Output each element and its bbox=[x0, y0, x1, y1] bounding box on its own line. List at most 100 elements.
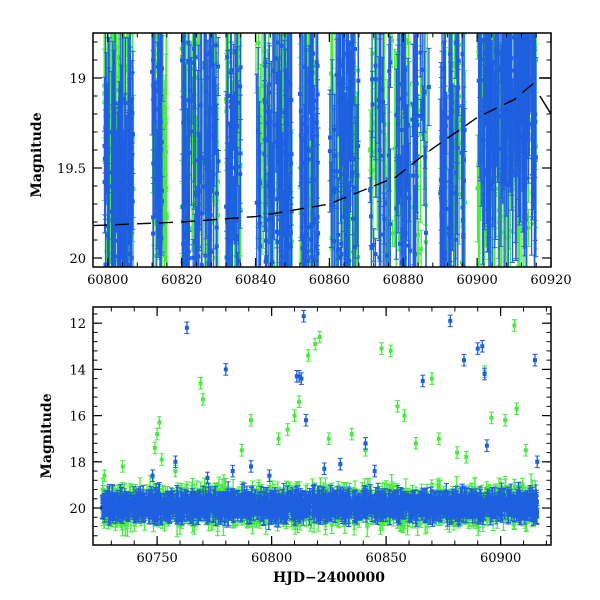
blue-outlier-point bbox=[266, 469, 272, 482]
blue-data-point bbox=[130, 50, 136, 218]
plot-area bbox=[93, 33, 551, 267]
blue-data-point bbox=[421, 33, 427, 206]
blue-data-point bbox=[230, 176, 236, 236]
blue-data-point bbox=[185, 192, 191, 267]
green-outlier-point bbox=[388, 344, 394, 358]
blue-outlier-point bbox=[534, 455, 540, 469]
blue-data-point bbox=[225, 49, 231, 200]
green-outlier-point bbox=[463, 450, 469, 464]
blue-data-point bbox=[285, 33, 291, 204]
blue-data-point bbox=[309, 139, 315, 179]
bottom-y-axis-label: Magnitude bbox=[39, 393, 55, 478]
x-tick-label: 60860 bbox=[309, 273, 350, 288]
blue-data-point bbox=[233, 46, 239, 267]
y-tick-label: 20 bbox=[69, 252, 86, 267]
y-tick-label: 12 bbox=[69, 317, 86, 332]
green-data-point bbox=[162, 93, 168, 195]
blue-data-point bbox=[349, 164, 355, 187]
blue-data-point bbox=[254, 73, 260, 267]
green-outlier-point bbox=[502, 413, 508, 427]
x-tick-label: 60920 bbox=[530, 273, 571, 288]
green-outlier-point bbox=[454, 446, 460, 459]
blue-data-point bbox=[461, 86, 467, 267]
green-outlier-point bbox=[401, 409, 407, 422]
blue-data-point bbox=[331, 125, 337, 267]
blue-outlier-point bbox=[532, 353, 538, 367]
blue-data-point bbox=[115, 144, 121, 267]
blue-data-point bbox=[476, 33, 482, 168]
blue-data-point bbox=[420, 85, 426, 141]
blue-data-point bbox=[345, 224, 351, 267]
blue-data-point bbox=[478, 33, 484, 207]
y-tick-label: 18 bbox=[69, 456, 86, 471]
green-outlier-point bbox=[154, 427, 160, 441]
blue-data-point bbox=[384, 177, 390, 267]
blue-data-point bbox=[442, 85, 448, 188]
plot-area bbox=[99, 309, 540, 538]
blue-data-point bbox=[524, 52, 530, 267]
blue-outlier-point bbox=[337, 457, 343, 471]
blue-data-point bbox=[337, 33, 343, 181]
blue-outlier-point bbox=[172, 455, 178, 469]
green-outlier-point bbox=[523, 443, 529, 457]
blue-data-point bbox=[341, 130, 347, 267]
blue-outlier-point bbox=[301, 309, 307, 323]
blue-data-point bbox=[356, 33, 361, 267]
blue-data-point bbox=[209, 33, 215, 194]
blue-data-point bbox=[529, 33, 535, 175]
blue-data-point bbox=[456, 33, 462, 117]
blue-data-point bbox=[206, 208, 212, 237]
green-outlier-point bbox=[152, 441, 158, 455]
blue-data-point bbox=[377, 33, 383, 208]
blue-data-point bbox=[367, 177, 373, 204]
green-outlier-point bbox=[285, 423, 291, 436]
blue-outlier-point bbox=[461, 353, 467, 367]
blue-data-point bbox=[492, 123, 498, 153]
blue-data-point bbox=[519, 63, 525, 127]
blue-outlier-point bbox=[321, 462, 327, 476]
blue-data-point bbox=[380, 112, 386, 267]
blue-data-point bbox=[299, 115, 305, 165]
blue-data-point bbox=[402, 33, 408, 199]
blue-data-point bbox=[315, 33, 321, 199]
blue-data-point bbox=[439, 181, 445, 267]
green-outlier-point bbox=[296, 395, 302, 409]
blue-data-point bbox=[215, 37, 221, 97]
blue-outlier-point bbox=[184, 321, 190, 335]
blue-data-point bbox=[459, 106, 465, 200]
blue-data-point bbox=[263, 110, 269, 267]
blue-data-point bbox=[109, 71, 115, 194]
blue-data-point bbox=[327, 89, 333, 213]
blue-data-point bbox=[395, 44, 401, 205]
blue-data-point bbox=[281, 108, 287, 267]
bottom-panel: 60750 60800 60850 60900 12 14 16 18 20 bbox=[69, 306, 552, 566]
blue-data-point bbox=[192, 213, 198, 267]
blue-data-point bbox=[127, 160, 133, 253]
blue-outlier-point bbox=[475, 342, 481, 355]
blue-data-point bbox=[329, 59, 335, 267]
green-outlier-point bbox=[292, 409, 298, 422]
blue-data-point bbox=[186, 174, 192, 267]
blue-data-point bbox=[532, 33, 537, 267]
y-tick-label: 14 bbox=[69, 363, 86, 378]
blue-data-point bbox=[331, 175, 337, 210]
blue-data-point bbox=[490, 61, 496, 190]
blue-data-point bbox=[449, 83, 455, 252]
green-outlier-point bbox=[248, 413, 254, 427]
blue-data-point bbox=[496, 33, 501, 267]
blue-data-point bbox=[180, 219, 186, 267]
blue-data-point bbox=[257, 143, 263, 224]
blue-data-point bbox=[481, 111, 487, 231]
blue-data-point bbox=[495, 33, 501, 178]
green-outlier-point bbox=[317, 330, 323, 344]
blue-data-point bbox=[159, 33, 165, 256]
blue-data-point bbox=[199, 33, 204, 267]
blue-data-point bbox=[382, 104, 388, 267]
y-tick-label: 16 bbox=[69, 410, 86, 425]
model-curve-edge bbox=[539, 95, 551, 115]
blue-data-point bbox=[504, 100, 510, 217]
green-outlier-point bbox=[511, 319, 517, 332]
blue-data-point bbox=[513, 88, 519, 261]
blue-data-point bbox=[519, 33, 525, 192]
